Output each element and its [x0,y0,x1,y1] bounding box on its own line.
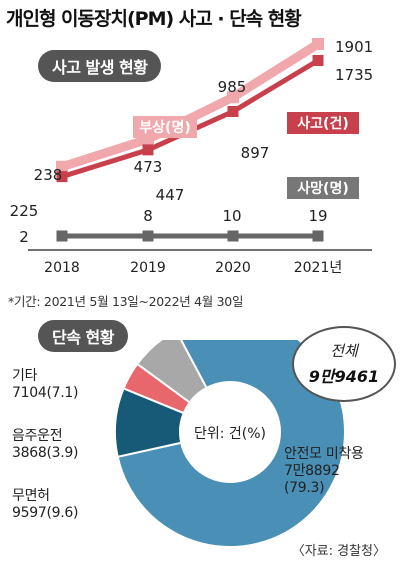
data-point [56,171,68,183]
data-label: 985 [218,78,247,96]
pie-chart-title: 단속 현황 [38,320,128,352]
slice-label-unlicensed: 무면허 9597(9.6) [12,488,78,522]
data-label: 225 [10,202,39,220]
legend-box [287,177,359,199]
data-label: 1735 [335,66,373,84]
unit-label: 단위: 건(%) [194,426,266,442]
data-point [312,38,324,50]
slice-name: 기타 [12,368,38,384]
donut-slice [135,340,208,404]
x-tick-label: 2019 [130,260,166,276]
legend-box [287,112,359,134]
slice-label-etc: 기타 7104(7.1) [12,368,78,402]
source-note: 〈자료: 경찰청〉 [291,544,386,559]
data-point [312,54,324,66]
data-point [56,160,68,173]
data-label: 473 [134,158,163,176]
slice-value: 9597 [12,505,47,521]
total-value: 9만9461 [308,367,380,386]
data-point [227,91,239,104]
data-label: 1901 [335,38,373,56]
data-label: 10 [222,207,241,225]
page-title: 개인형 이동장치(PM) 사고 · 단속 현황 [6,8,302,30]
slice-value: 3868 [12,445,47,461]
line-chart-title: 사고 발생 현황 [38,50,162,82]
x-tick-label: 2018 [44,260,80,276]
period-note: *기간: 2021년 5월 13일~2022년 4월 30일 [8,294,244,309]
data-label: 897 [241,144,270,162]
slice-name: 안전모 미착용 [284,446,364,462]
data-point [312,230,324,242]
slice-pct: (79.3) [284,480,325,496]
data-point [142,144,154,156]
slice-pct: (3.9) [46,445,79,461]
data-label: 19 [308,207,327,225]
series-line-0 [60,40,321,172]
slice-value: 7104 [12,385,47,401]
legend-label: 사망(명) [297,180,348,197]
slice-label-drunk: 음주운전 3868(3.9) [12,428,78,462]
data-point [227,105,239,117]
data-label: 447 [156,186,185,204]
donut-chart: 단위: 건(%) [114,340,346,548]
legend-label: 부상(명) [139,119,190,136]
slice-label-helmet: 안전모 미착용 7만8892 (79.3) [284,446,364,497]
data-label: 2 [19,228,29,246]
slice-name: 음주운전 [12,428,63,444]
slice-name: 무면허 [12,488,50,504]
data-point [142,230,154,242]
data-label: 238 [34,166,63,184]
data-point [56,230,68,242]
legend-box [133,116,197,138]
data-label: 8 [143,207,153,225]
x-tick-label: 2021년 [294,260,343,276]
x-tick-label: 2020 [215,260,251,276]
total-badge: 전체 9만9461 [292,326,396,402]
slice-pct: (7.1) [46,385,79,401]
legend-label: 사고(건) [297,115,348,132]
slice-value: 7만8892 [284,463,340,479]
total-label: 전체 [330,342,358,360]
slice-pct: (9.6) [46,505,79,521]
data-point [227,230,239,242]
